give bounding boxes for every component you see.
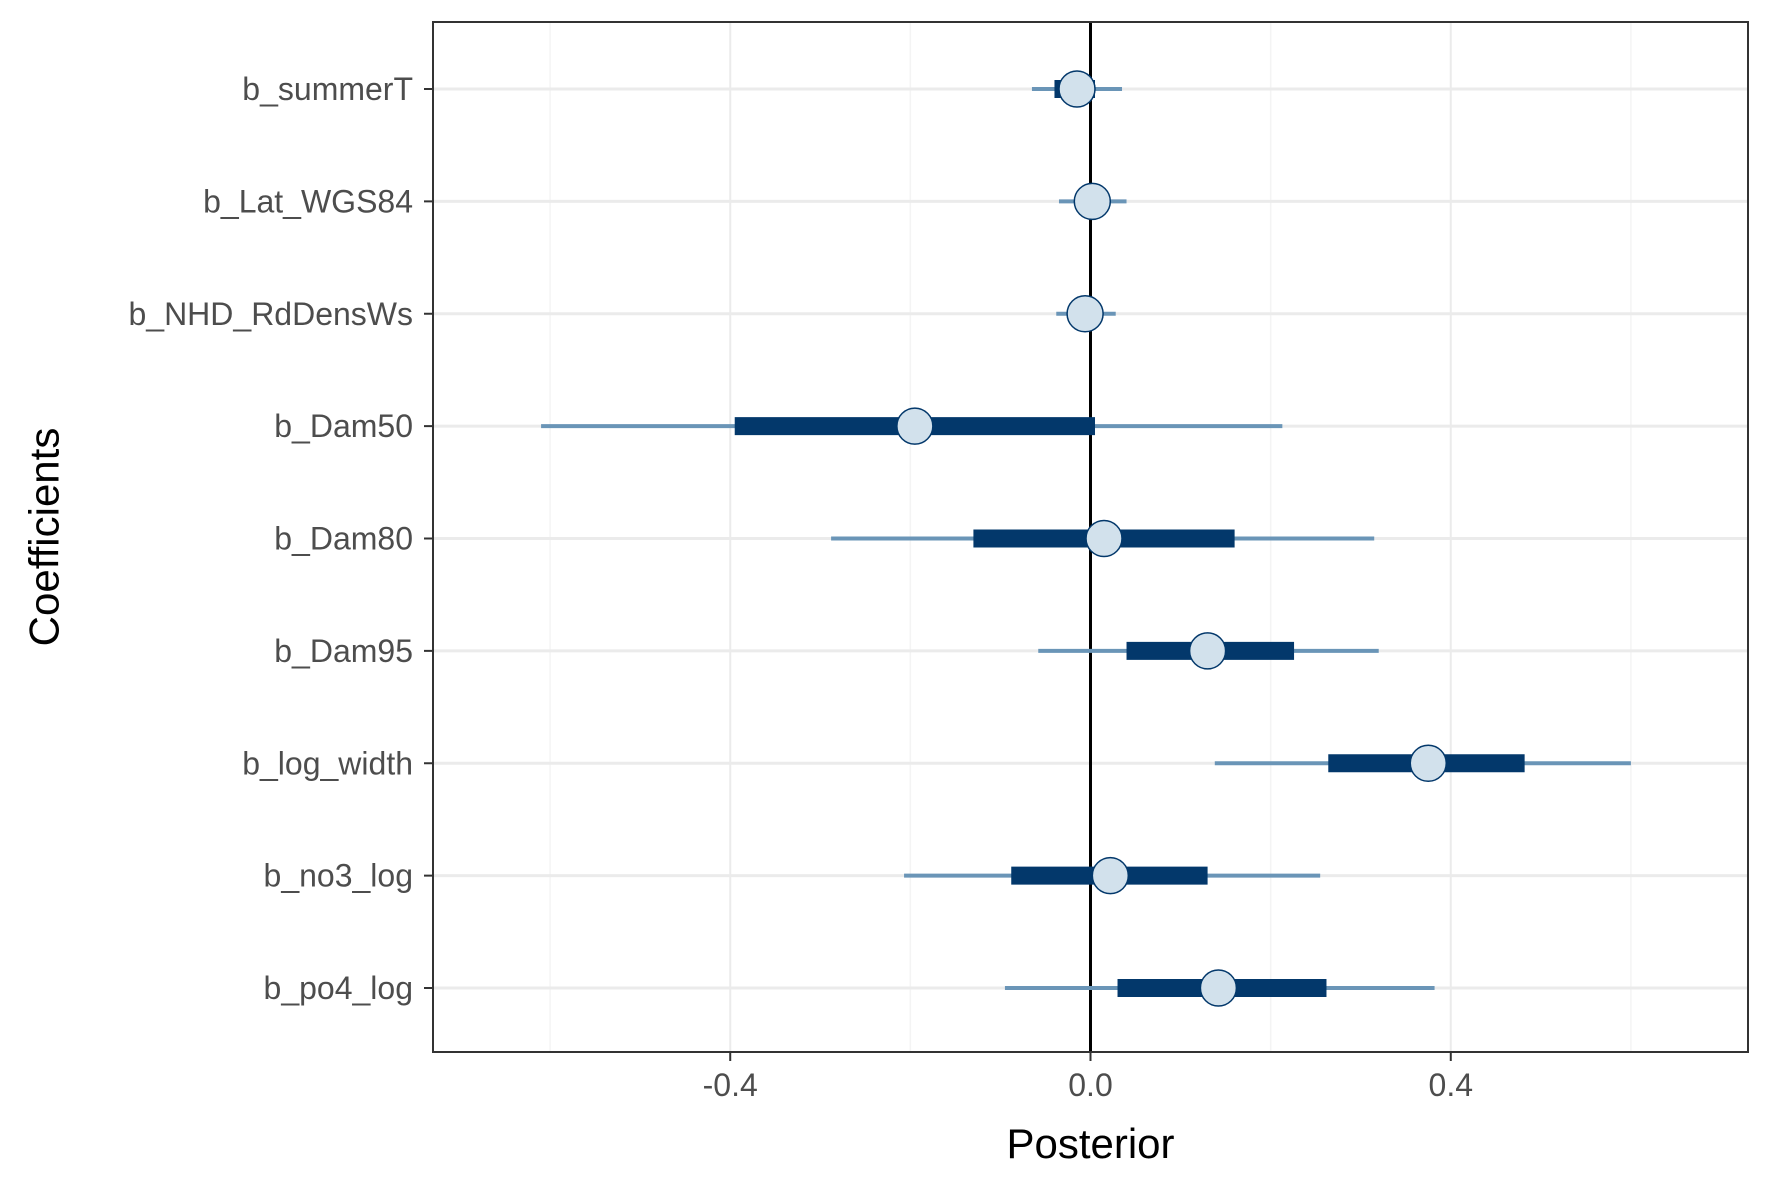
y-tick-label: b_po4_log [264, 970, 413, 1006]
x-tick-label: 0.4 [1429, 1067, 1473, 1103]
y-tick-label: b_Dam50 [274, 408, 413, 444]
median-point-b_Lat_WGS84 [1073, 182, 1112, 221]
x-tick-label: -0.4 [703, 1067, 758, 1103]
y-tick-label: b_log_width [242, 745, 413, 781]
median-point-b_no3_log [1091, 856, 1130, 895]
median-point-b_Dam50 [896, 407, 934, 445]
x-axis-title: Posterior [1006, 1120, 1174, 1167]
median-point-b_NHD_RdDensWs [1066, 295, 1104, 333]
median-point-b_po4_log [1199, 969, 1238, 1007]
median-points [896, 70, 1448, 1007]
y-tick-label: b_Dam95 [274, 633, 413, 669]
median-point-b_log_width [1409, 744, 1448, 782]
y-tick-label: b_Lat_WGS84 [203, 183, 413, 219]
median-point-b_Dam80 [1085, 519, 1123, 558]
median-point-b_summerT [1058, 70, 1096, 108]
y-tick-label: b_NHD_RdDensWs [128, 296, 413, 332]
y-axis-title: Coefficients [21, 428, 68, 647]
x-axis: -0.4 0.0 0.4 [703, 1052, 1473, 1103]
median-point-b_Dam95 [1188, 632, 1227, 670]
y-tick-label: b_summerT [242, 71, 413, 107]
x-tick-label: 0.0 [1068, 1067, 1112, 1103]
y-tick-label: b_Dam80 [274, 521, 413, 557]
y-axis: b_summerT b_Lat_WGS84 b_NHD_RdDensWs b_Dam5… [128, 71, 433, 1006]
y-tick-label: b_no3_log [264, 858, 413, 894]
